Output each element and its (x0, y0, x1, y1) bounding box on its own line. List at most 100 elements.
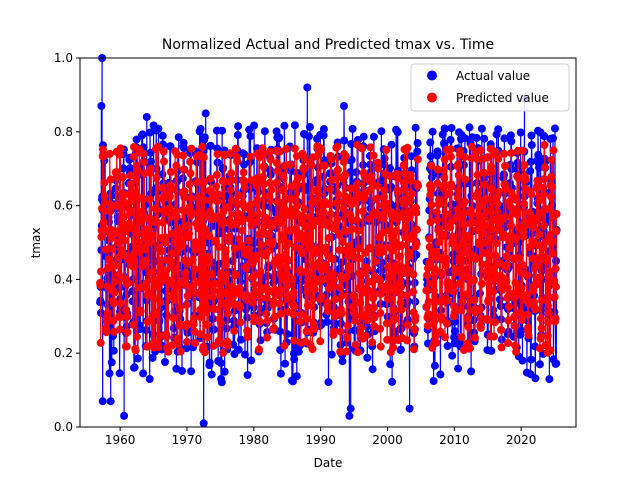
predicted-value-point (271, 312, 279, 321)
predicted-value-point (273, 198, 282, 207)
predicted-value-point (262, 309, 271, 318)
predicted-value-point (457, 306, 466, 315)
predicted-value-point (545, 204, 554, 213)
predicted-value-point (400, 185, 409, 194)
predicted-value-point (336, 327, 345, 336)
predicted-value-point (186, 157, 195, 166)
predicted-value-point (205, 232, 214, 241)
predicted-value-point (106, 175, 115, 184)
predicted-value-point (308, 261, 317, 270)
predicted-value-point (379, 214, 388, 223)
predicted-value-point (105, 149, 114, 158)
predicted-value-point (242, 291, 251, 300)
predicted-value-point (523, 271, 532, 280)
predicted-value-point (398, 209, 407, 218)
predicted-value-point (352, 216, 361, 225)
actual-value-point (324, 378, 333, 387)
predicted-value-point (410, 325, 419, 334)
predicted-value-point (212, 182, 221, 191)
actual-value-point (205, 358, 214, 367)
predicted-value-point (159, 147, 168, 156)
predicted-value-point (136, 283, 145, 292)
predicted-value-point (257, 240, 266, 249)
predicted-value-point (364, 287, 373, 296)
actual-value-point (448, 351, 457, 360)
predicted-value-point (491, 251, 500, 260)
predicted-value-point (539, 183, 548, 192)
predicted-value-point (351, 340, 360, 349)
predicted-value-point (432, 208, 441, 217)
predicted-value-point (332, 199, 341, 207)
predicted-value-point (399, 198, 408, 207)
actual-value-point (405, 404, 414, 413)
actual-value-point (500, 134, 509, 143)
predicted-value-point (184, 221, 193, 230)
predicted-value-point (195, 330, 204, 339)
actual-value-point (247, 356, 256, 365)
predicted-value-point (129, 152, 138, 161)
actual-value-point (182, 344, 191, 353)
predicted-value-point (290, 336, 299, 345)
predicted-value-point (379, 244, 387, 253)
predicted-value-point (326, 185, 335, 194)
predicted-value-point (200, 196, 209, 205)
predicted-value-point (191, 265, 199, 274)
actual-value-point (348, 124, 357, 133)
actual-value-point (216, 359, 225, 367)
predicted-value-point (460, 153, 469, 161)
predicted-value-point (268, 238, 277, 247)
predicted-value-point (543, 340, 552, 349)
predicted-value-point (324, 234, 333, 243)
predicted-value-point (385, 273, 394, 282)
predicted-value-point (154, 142, 163, 151)
predicted-value-point (426, 218, 435, 227)
predicted-value-point (358, 207, 367, 216)
actual-value-point (237, 335, 245, 344)
predicted-value-point (454, 171, 463, 180)
predicted-value-point (480, 212, 489, 221)
predicted-value-point (512, 195, 521, 204)
predicted-value-point (247, 210, 256, 219)
predicted-value-point (227, 175, 236, 184)
predicted-value-point (231, 144, 240, 153)
predicted-value-point (524, 323, 533, 332)
predicted-value-point (295, 234, 304, 243)
predicted-value-point (366, 143, 375, 152)
actual-value-point (109, 346, 118, 355)
predicted-value-point (547, 156, 556, 164)
predicted-value-point (322, 274, 331, 283)
predicted-value-point (502, 252, 511, 261)
predicted-value-point (142, 256, 151, 265)
predicted-value-point (118, 248, 127, 257)
predicted-value-point (430, 311, 439, 320)
predicted-value-point (152, 205, 161, 214)
predicted-value-point (354, 254, 363, 263)
actual-value-point (287, 167, 295, 176)
predicted-value-point (489, 287, 497, 296)
actual-value-point (450, 333, 459, 342)
y-axis-label: tmax (29, 228, 43, 259)
predicted-value-point (350, 309, 359, 318)
predicted-value-point (470, 275, 478, 284)
predicted-value-point (549, 146, 558, 155)
predicted-value-point (440, 155, 449, 164)
predicted-value-point (97, 233, 106, 241)
predicted-value-point (308, 345, 317, 354)
predicted-value-point (524, 331, 533, 340)
predicted-value-point (544, 308, 553, 317)
predicted-value-point (247, 221, 256, 230)
predicted-value-point (477, 279, 486, 288)
predicted-value-point (350, 293, 359, 302)
predicted-value-point (96, 281, 105, 290)
predicted-value-point (234, 191, 243, 200)
actual-value-point (413, 147, 422, 156)
predicted-value-point (384, 263, 393, 271)
predicted-value-point (256, 317, 264, 326)
predicted-value-point (302, 327, 311, 336)
actual-value-point (535, 360, 544, 369)
actual-value-point (133, 354, 142, 363)
predicted-value-point (481, 195, 490, 203)
predicted-value-point (166, 168, 175, 176)
actual-value-point (319, 131, 328, 140)
predicted-value-point (410, 345, 418, 354)
